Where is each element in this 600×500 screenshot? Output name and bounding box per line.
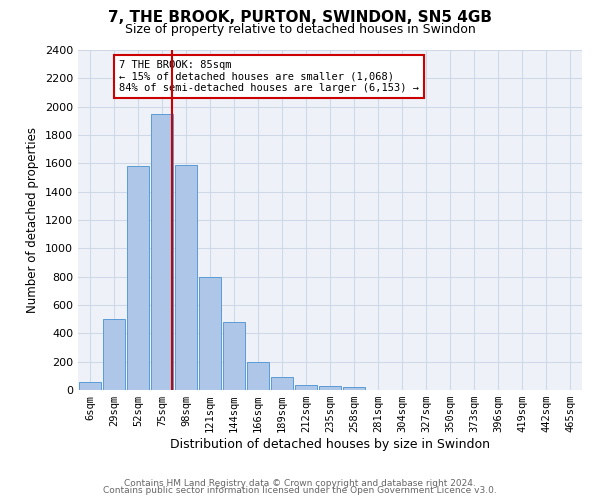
Text: 7 THE BROOK: 85sqm
← 15% of detached houses are smaller (1,068)
84% of semi-deta: 7 THE BROOK: 85sqm ← 15% of detached hou… bbox=[119, 60, 419, 93]
Bar bbox=[271, 378, 293, 390]
Bar bbox=[343, 387, 365, 390]
Text: Size of property relative to detached houses in Swindon: Size of property relative to detached ho… bbox=[125, 22, 475, 36]
X-axis label: Distribution of detached houses by size in Swindon: Distribution of detached houses by size … bbox=[170, 438, 490, 451]
Bar bbox=[175, 165, 197, 390]
Bar bbox=[199, 276, 221, 390]
Bar bbox=[247, 362, 269, 390]
Bar bbox=[295, 385, 317, 390]
Bar bbox=[127, 166, 149, 390]
Bar bbox=[103, 319, 125, 390]
Text: 7, THE BROOK, PURTON, SWINDON, SN5 4GB: 7, THE BROOK, PURTON, SWINDON, SN5 4GB bbox=[108, 10, 492, 25]
Bar bbox=[319, 386, 341, 390]
Text: Contains public sector information licensed under the Open Government Licence v3: Contains public sector information licen… bbox=[103, 486, 497, 495]
Bar bbox=[151, 114, 173, 390]
Bar bbox=[223, 322, 245, 390]
Text: Contains HM Land Registry data © Crown copyright and database right 2024.: Contains HM Land Registry data © Crown c… bbox=[124, 478, 476, 488]
Y-axis label: Number of detached properties: Number of detached properties bbox=[26, 127, 40, 313]
Bar bbox=[79, 382, 101, 390]
